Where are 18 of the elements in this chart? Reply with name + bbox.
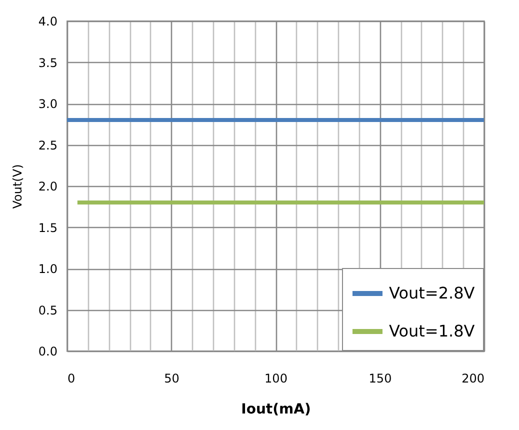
x-tick-label: 200 — [462, 372, 484, 386]
x-tick-label: 100 — [264, 372, 288, 386]
y-tick-label: 3.0 — [38, 97, 58, 111]
legend-label: Vout=1.8V — [389, 322, 475, 340]
y-tick-label: 0.0 — [38, 344, 58, 358]
y-tick-label: 1.0 — [38, 262, 58, 276]
y-tick-label: 4.0 — [38, 14, 58, 28]
y-axis-title: Vout(V) — [10, 164, 24, 209]
x-tick-label: 0 — [68, 372, 76, 386]
y-tick-label: 2.5 — [38, 138, 58, 152]
x-tick-label: 50 — [164, 372, 180, 386]
legend-label: Vout=2.8V — [389, 284, 475, 302]
y-tick-label: 3.5 — [38, 56, 58, 70]
y-tick-label: 1.5 — [38, 220, 58, 235]
x-axis-title: Iout(mA) — [241, 402, 311, 418]
y-tick-label: 0.5 — [38, 303, 58, 318]
x-tick-label: 150 — [368, 372, 392, 386]
y-tick-label: 2.0 — [38, 180, 58, 194]
